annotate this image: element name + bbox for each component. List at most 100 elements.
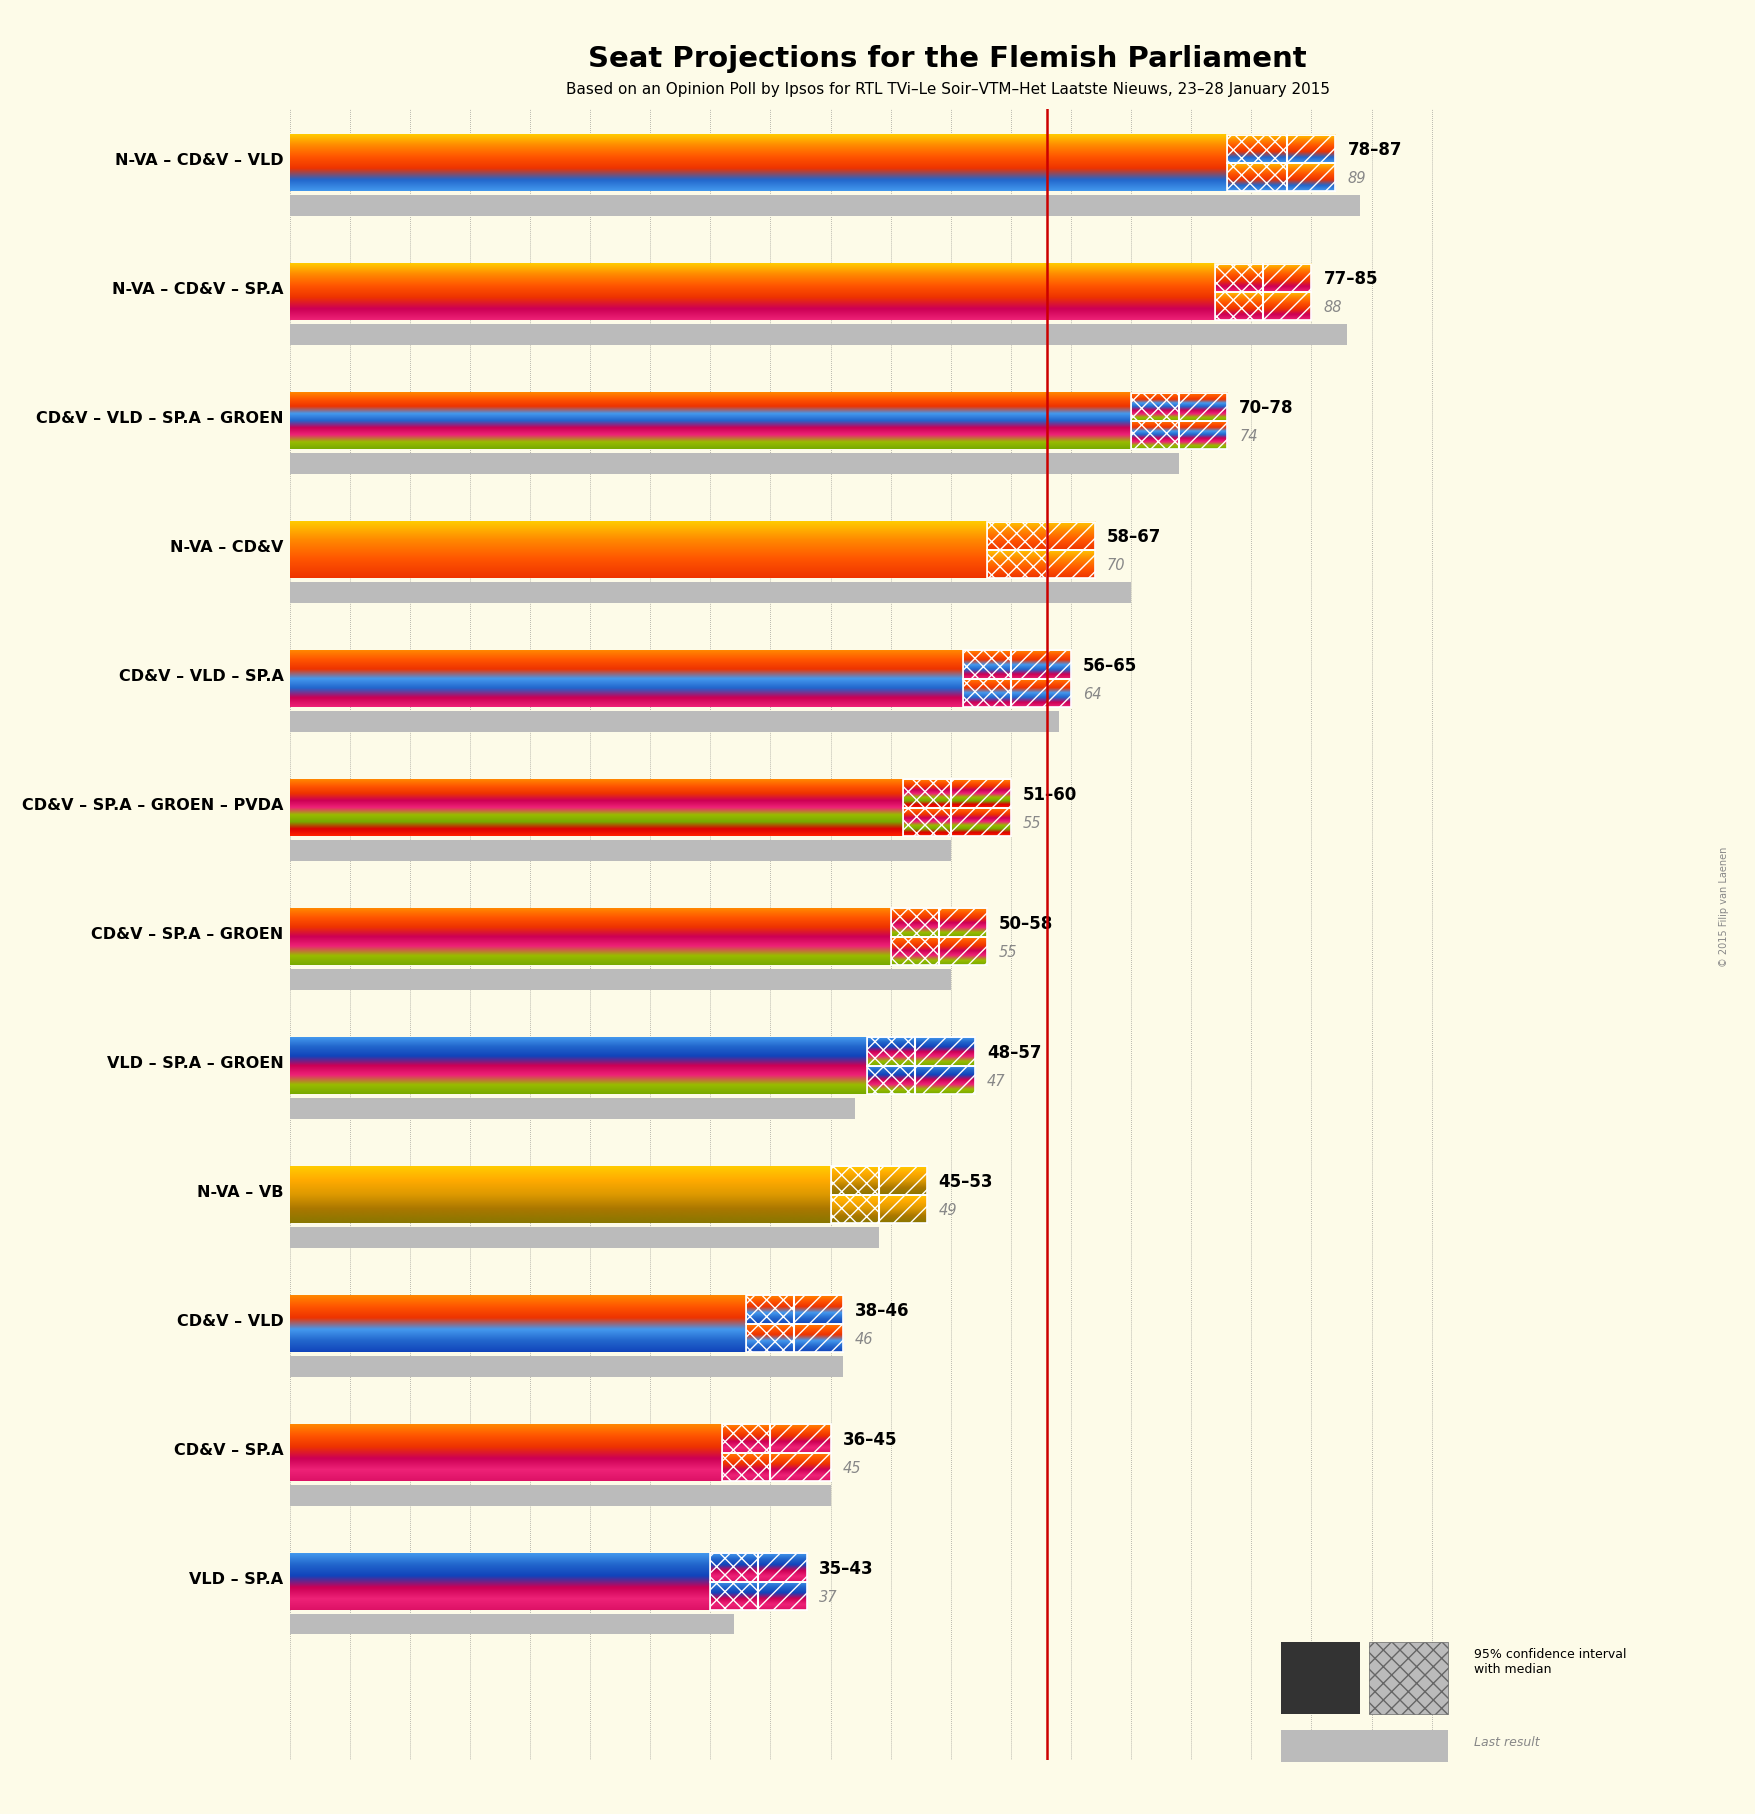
- Text: 64: 64: [1083, 688, 1102, 702]
- Bar: [795, 1295, 842, 1324]
- Text: 74: 74: [1239, 428, 1258, 444]
- Bar: [711, 1582, 758, 1611]
- Bar: [986, 522, 1048, 550]
- Bar: [1264, 263, 1311, 292]
- Bar: [890, 936, 939, 965]
- Bar: [723, 1453, 770, 1480]
- Bar: [1048, 522, 1095, 550]
- Bar: [963, 678, 1011, 707]
- Bar: [867, 1067, 914, 1094]
- Text: CD&V – VLD – SP.A: CD&V – VLD – SP.A: [119, 669, 284, 684]
- Bar: [963, 651, 1011, 678]
- Bar: [758, 1582, 807, 1611]
- Bar: [290, 1355, 842, 1377]
- Text: 55: 55: [1023, 816, 1041, 831]
- Bar: [902, 780, 951, 807]
- Text: 47: 47: [986, 1074, 1006, 1088]
- Bar: [758, 1553, 807, 1582]
- Bar: [746, 1324, 795, 1351]
- Text: 77–85: 77–85: [1323, 270, 1378, 288]
- Text: 45–53: 45–53: [939, 1174, 993, 1190]
- Text: 95% confidence interval
with median: 95% confidence interval with median: [1474, 1649, 1627, 1676]
- Bar: [890, 936, 939, 965]
- Bar: [1227, 163, 1288, 192]
- Text: 36–45: 36–45: [842, 1431, 897, 1449]
- Bar: [1179, 421, 1227, 450]
- Bar: [951, 780, 1011, 807]
- Text: 48–57: 48–57: [986, 1043, 1041, 1061]
- Text: 70: 70: [1107, 559, 1125, 573]
- Bar: [711, 1582, 758, 1611]
- Bar: [1214, 292, 1264, 321]
- Bar: [1011, 678, 1071, 707]
- Text: Based on an Opinion Poll by Ipsos for RTL TVi–Le Soir–VTM–Het Laatste Nieuws, 23: Based on an Opinion Poll by Ipsos for RT…: [565, 82, 1330, 96]
- Bar: [830, 1166, 879, 1195]
- Bar: [290, 454, 1179, 473]
- Bar: [1048, 550, 1095, 579]
- Bar: [723, 1453, 770, 1480]
- Bar: [939, 909, 986, 936]
- Bar: [1048, 522, 1095, 550]
- Bar: [290, 196, 1360, 216]
- Text: Seat Projections for the Flemish Parliament: Seat Projections for the Flemish Parliam…: [588, 45, 1307, 73]
- Bar: [290, 325, 1348, 345]
- Bar: [1130, 392, 1179, 421]
- Bar: [963, 678, 1011, 707]
- Bar: [1214, 263, 1264, 292]
- Bar: [1130, 421, 1179, 450]
- Bar: [914, 1067, 974, 1094]
- Bar: [1288, 134, 1336, 163]
- Bar: [890, 909, 939, 936]
- Bar: [939, 936, 986, 965]
- Bar: [1227, 134, 1288, 163]
- Text: 35–43: 35–43: [818, 1560, 874, 1578]
- Bar: [879, 1166, 927, 1195]
- Bar: [770, 1424, 830, 1453]
- Text: CD&V – VLD: CD&V – VLD: [177, 1313, 284, 1328]
- Bar: [939, 936, 986, 965]
- Bar: [902, 807, 951, 836]
- Bar: [711, 1553, 758, 1582]
- Text: 46: 46: [855, 1331, 872, 1346]
- Bar: [723, 1424, 770, 1453]
- Text: 45: 45: [842, 1460, 862, 1475]
- Bar: [290, 582, 1130, 602]
- Bar: [902, 780, 951, 807]
- Text: 56–65: 56–65: [1083, 657, 1137, 675]
- Bar: [795, 1324, 842, 1351]
- Bar: [1264, 292, 1311, 321]
- Bar: [830, 1195, 879, 1223]
- Text: 88: 88: [1323, 299, 1343, 316]
- Bar: [290, 969, 951, 990]
- Bar: [290, 1226, 879, 1248]
- Bar: [867, 1038, 914, 1067]
- Bar: [867, 1038, 914, 1067]
- Bar: [758, 1553, 807, 1582]
- Bar: [795, 1324, 842, 1351]
- Bar: [746, 1295, 795, 1324]
- Bar: [290, 1614, 734, 1634]
- Text: 70–78: 70–78: [1239, 399, 1293, 417]
- Bar: [1048, 550, 1095, 579]
- Text: CD&V – SP.A: CD&V – SP.A: [174, 1442, 284, 1458]
- Text: 51–60: 51–60: [1023, 785, 1078, 804]
- Bar: [830, 1195, 879, 1223]
- Bar: [758, 1582, 807, 1611]
- Bar: [290, 840, 951, 860]
- Bar: [890, 909, 939, 936]
- Bar: [1179, 421, 1227, 450]
- Bar: [867, 1067, 914, 1094]
- Bar: [914, 1038, 974, 1067]
- Bar: [770, 1424, 830, 1453]
- Bar: [879, 1195, 927, 1223]
- Bar: [951, 807, 1011, 836]
- Text: N-VA – CD&V – VLD: N-VA – CD&V – VLD: [114, 152, 284, 169]
- Text: N-VA – CD&V: N-VA – CD&V: [170, 541, 284, 555]
- Text: 58–67: 58–67: [1107, 528, 1162, 546]
- Bar: [914, 1038, 974, 1067]
- Bar: [986, 550, 1048, 579]
- Bar: [986, 522, 1048, 550]
- Bar: [1288, 134, 1336, 163]
- Text: N-VA – CD&V – SP.A: N-VA – CD&V – SP.A: [112, 281, 284, 297]
- Text: © 2015 Filip van Laenen: © 2015 Filip van Laenen: [1718, 847, 1729, 967]
